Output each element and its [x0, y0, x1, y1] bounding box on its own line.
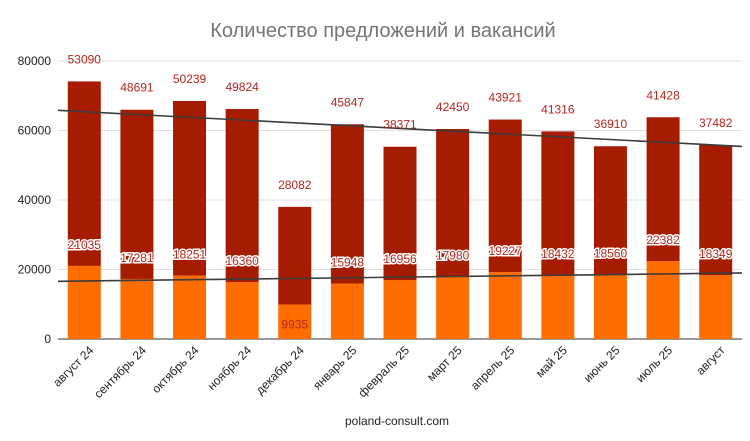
bar-segment-series-1: [120, 278, 154, 339]
data-label-series-1: 16956: [383, 252, 417, 266]
data-label-series-2: 41428: [646, 88, 680, 102]
data-label-series-2: 53090: [68, 52, 102, 66]
data-label-series-2: 38371: [383, 118, 417, 132]
bar-segment-series-1: [330, 283, 364, 339]
y-axis-ticks: 0 20000 40000 60000 80000: [18, 54, 52, 346]
bar-segment-series-1: [699, 275, 733, 339]
data-label-series-1: 15948: [331, 256, 365, 270]
data-label-series-2: 42450: [436, 100, 470, 114]
bar-segment-series-1: [278, 304, 312, 339]
data-label-series-1: 9935: [281, 317, 308, 331]
footer-credit: poland-consult.com: [345, 414, 449, 428]
data-label-series-2: 49824: [225, 80, 259, 94]
bar-segment-series-1: [646, 261, 680, 339]
data-label-series-2: 45847: [331, 95, 365, 109]
bar-segment-series-2: [436, 129, 470, 277]
data-label-series-2: 48691: [120, 81, 154, 95]
bar-segment-series-1: [436, 276, 470, 339]
y-tick-label: 0: [44, 332, 51, 346]
data-label-series-1: 18251: [173, 248, 207, 262]
bar-segment-series-2: [225, 109, 259, 283]
data-label-series-2: 43921: [489, 91, 523, 105]
bar-layer: [67, 81, 733, 339]
bar-segment-series-2: [699, 144, 733, 276]
bar-segment-series-1: [67, 265, 101, 339]
data-label-series-1: 16360: [225, 254, 259, 268]
bar-segment-series-2: [120, 109, 154, 279]
bar-segment-series-1: [488, 272, 522, 339]
trend-layer: [57, 109, 743, 283]
data-label-series-2: 50239: [173, 72, 207, 86]
bar-segment-series-1: [225, 282, 259, 339]
chart-title: Количество предложений и вакансий: [210, 20, 555, 42]
data-label-layer: 53090 21035 48691 17281 50239 18251 49824 16360…: [66, 52, 734, 331]
bar-segment-series-2: [383, 146, 417, 281]
trendline-series-1: [57, 272, 743, 283]
data-label-series-2: 36910: [594, 117, 628, 131]
bar-segment-series-2: [593, 146, 627, 275]
y-tick-label: 60000: [18, 124, 52, 138]
data-label-series-2: 28082: [278, 178, 312, 192]
bar-segment-series-1: [593, 274, 627, 339]
bar-segment-series-1: [383, 280, 417, 339]
data-label-series-1: 22382: [646, 233, 680, 247]
y-tick-label: 20000: [18, 263, 52, 277]
data-label-series-1: 18432: [541, 247, 575, 261]
data-label-series-1: 17980: [436, 249, 470, 263]
bar-segment-series-1: [173, 275, 207, 339]
data-label-series-1: 21035: [68, 238, 102, 252]
y-tick-label: 80000: [18, 54, 52, 68]
y-tick-label: 40000: [18, 193, 52, 207]
data-label-series-1: 18560: [594, 247, 628, 261]
bar-segment-series-1: [541, 274, 575, 339]
data-label-series-2: 37482: [699, 116, 733, 130]
trendline-series-2: [57, 109, 743, 148]
bar-segment-series-2: [278, 206, 312, 305]
data-label-series-1: 18349: [699, 247, 733, 261]
data-label-series-1: 17281: [120, 251, 154, 265]
bar-segment-series-2: [488, 119, 522, 273]
data-label-series-1: 19227: [489, 244, 523, 258]
bar-segment-series-2: [541, 131, 575, 275]
data-label-series-2: 41316: [541, 102, 575, 116]
bar-segment-series-2: [173, 100, 207, 276]
bar-segment-series-2: [330, 124, 364, 284]
